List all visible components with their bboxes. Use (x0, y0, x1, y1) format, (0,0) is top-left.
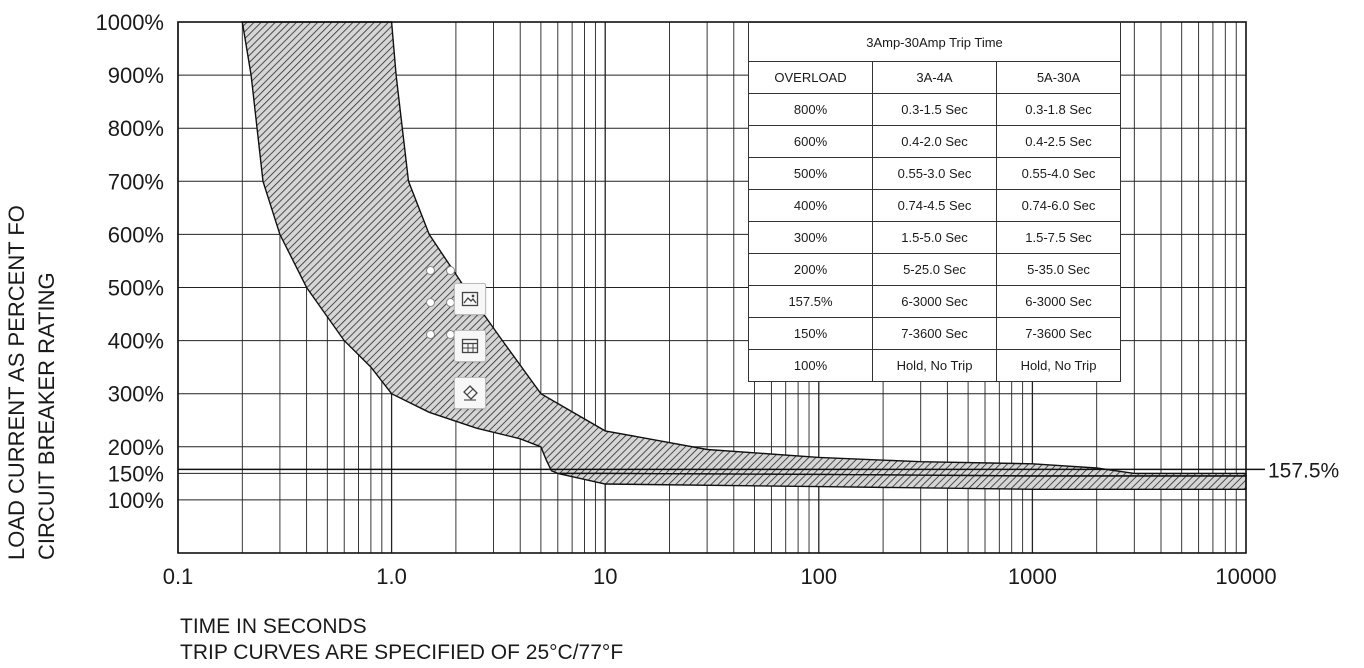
trip-band (241, 21, 1247, 490)
floating-toolbar (454, 283, 486, 424)
table-cell: 7-3600 Sec (872, 317, 997, 350)
table-cell: 500% (748, 157, 873, 190)
table-cell: 0.4-2.0 Sec (872, 125, 997, 158)
image-icon[interactable] (454, 283, 486, 315)
y-tick-label: 800% (108, 116, 164, 141)
table-row: 500% 0.55-3.0 Sec 0.55-4.0 Sec (748, 157, 1121, 190)
y-tick-label: 1000% (95, 10, 164, 35)
eraser-icon[interactable] (454, 377, 486, 409)
table-cell: 0.3-1.5 Sec (872, 93, 997, 126)
table-cell: 0.3-1.8 Sec (996, 93, 1121, 126)
table-cell: 100% (748, 349, 873, 382)
y-axis-title-line-2: CIRCUIT BREAKER RATING (34, 272, 59, 560)
table-cell: 5-35.0 Sec (996, 253, 1121, 286)
y-axis-title-line-1: LOAD CURRENT AS PERCENT FO (4, 205, 29, 560)
table-cell: 0.74-6.0 Sec (996, 189, 1121, 222)
table-header: 3A-4A (872, 61, 997, 94)
table-cell: 800% (748, 93, 873, 126)
table-cell: 6-3000 Sec (996, 285, 1121, 318)
x-tick-label: 0.1 (163, 564, 194, 589)
table-row: 400% 0.74-4.5 Sec 0.74-6.0 Sec (748, 189, 1121, 222)
table-row: 300% 1.5-5.0 Sec 1.5-7.5 Sec (748, 221, 1121, 254)
table-row: 800% 0.3-1.5 Sec 0.3-1.8 Sec (748, 93, 1121, 126)
axes: 157.5%1000%900%800%700%600%500%400%300%2… (95, 10, 1339, 589)
table-icon[interactable] (454, 330, 486, 362)
x-axis-title: TIME IN SECONDS (180, 615, 367, 638)
trip-time-table: 3Amp-30Amp Trip Time OVERLOAD 3A-4A 5A-3… (748, 22, 1121, 382)
y-tick-label: 150% (108, 461, 164, 486)
table-cell: Hold, No Trip (996, 349, 1121, 382)
table-cell: 600% (748, 125, 873, 158)
selection-handle[interactable] (426, 330, 435, 339)
x-tick-label: 100 (800, 564, 837, 589)
x-tick-label: 1000 (1008, 564, 1057, 589)
table-header-row: OVERLOAD 3A-4A 5A-30A (748, 61, 1121, 94)
table-cell: 1.5-7.5 Sec (996, 221, 1121, 254)
selection-handle[interactable] (426, 298, 435, 307)
x-tick-label: 10000 (1215, 564, 1276, 589)
table-row: 100% Hold, No Trip Hold, No Trip (748, 349, 1121, 382)
table-cell: 0.55-4.0 Sec (996, 157, 1121, 190)
trip-band-lower (557, 472, 1247, 490)
table-cell: 400% (748, 189, 873, 222)
table-cell: 150% (748, 317, 873, 350)
table-cell: 0.4-2.5 Sec (996, 125, 1121, 158)
table-cell: 0.74-4.5 Sec (872, 189, 997, 222)
table-cell: Hold, No Trip (872, 349, 997, 382)
table-cell: 7-3600 Sec (996, 317, 1121, 350)
x-tick-label: 1.0 (376, 564, 407, 589)
selection-handle[interactable] (426, 266, 435, 275)
table-cell: 300% (748, 221, 873, 254)
y-tick-label: 400% (108, 329, 164, 354)
table-row: 157.5% 6-3000 Sec 6-3000 Sec (748, 285, 1121, 318)
y-tick-label: 500% (108, 276, 164, 301)
y-tick-label: 200% (108, 435, 164, 460)
table-cell: 200% (748, 253, 873, 286)
table-cell: 1.5-5.0 Sec (872, 221, 997, 254)
table-row: 200% 5-25.0 Sec 5-35.0 Sec (748, 253, 1121, 286)
y-tick-label: 700% (108, 169, 164, 194)
table-header: OVERLOAD (748, 61, 873, 94)
table-header: 5A-30A (996, 61, 1121, 94)
table-row: 150% 7-3600 Sec 7-3600 Sec (748, 317, 1121, 350)
y-tick-label: 100% (108, 488, 164, 513)
table-title: 3Amp-30Amp Trip Time (748, 22, 1121, 62)
x-tick-label: 10 (593, 564, 617, 589)
table-cell: 5-25.0 Sec (872, 253, 997, 286)
y-tick-label: 300% (108, 382, 164, 407)
table-row: 600% 0.4-2.0 Sec 0.4-2.5 Sec (748, 125, 1121, 158)
y-axis-title: LOAD CURRENT AS PERCENT FO CIRCUIT BREAK… (4, 108, 74, 560)
y-tick-label: 600% (108, 222, 164, 247)
table-cell: 6-3000 Sec (872, 285, 997, 318)
reference-line-label: 157.5% (1268, 459, 1339, 482)
plot-frame (177, 21, 1247, 554)
y-tick-label: 900% (108, 63, 164, 88)
selection-handle[interactable] (446, 266, 455, 275)
table-cell: 0.55-3.0 Sec (872, 157, 997, 190)
temperature-note: TRIP CURVES ARE SPECIFIED OF 25°C/77°F (180, 641, 624, 664)
table-cell: 157.5% (748, 285, 873, 318)
